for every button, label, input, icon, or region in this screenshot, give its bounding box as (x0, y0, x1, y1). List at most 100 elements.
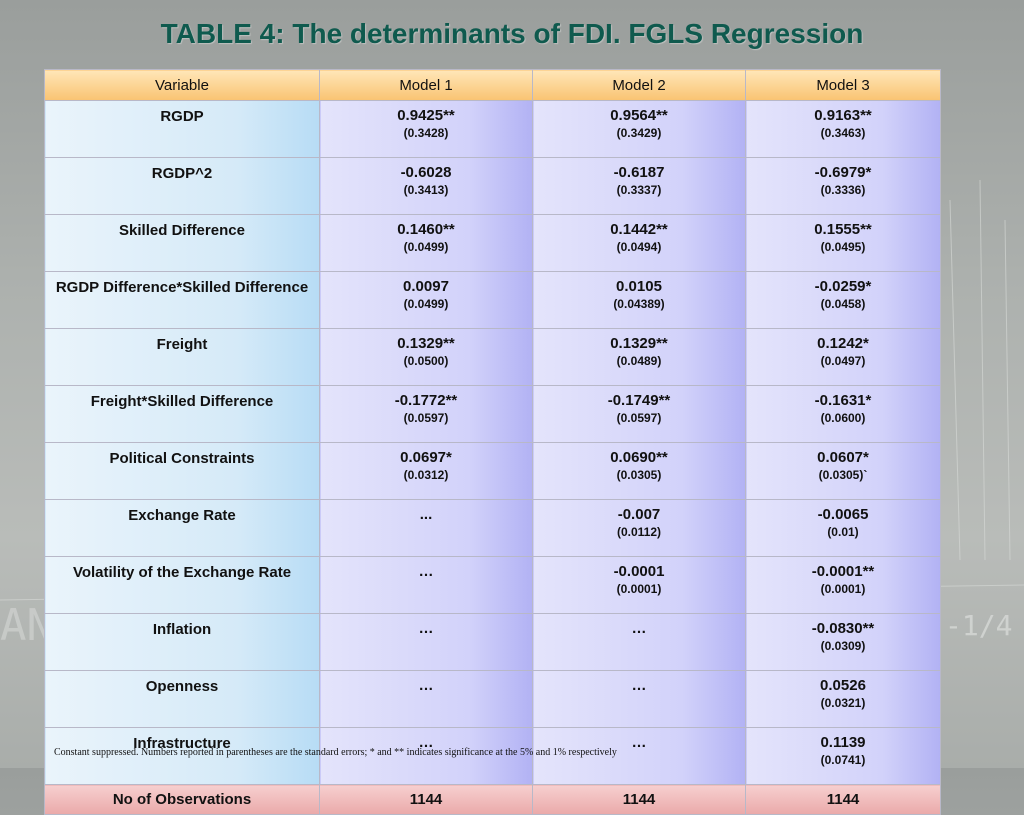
model-2-cell: 0.1442** (0.0494) (532, 214, 746, 272)
coefficient: -0.1772** (394, 392, 458, 409)
coefficient: -0.0001** (811, 563, 875, 580)
coefficient: 0.0697* (400, 449, 452, 466)
coefficient: -0.6979* (814, 164, 872, 181)
model-1-cell: 0.1329** (0.0500) (319, 328, 533, 386)
model-1-cell: … (319, 613, 533, 671)
regression-table: Variable Model 1 Model 2 Model 3 RGDP 0.9… (44, 69, 941, 815)
variable-name: Inflation (44, 613, 320, 671)
standard-error: (0.0001) (616, 582, 662, 596)
coefficient: 0.0526 (820, 677, 866, 694)
column-header-model-3: Model 3 (745, 69, 941, 101)
table-row: Political Constraints 0.0697* (0.0312) 0.06… (44, 442, 941, 500)
variable-name: Volatility of the Exchange Rate (44, 556, 320, 614)
model-1-cell: ... (319, 499, 533, 557)
variable-name: RGDP^2 (44, 157, 320, 215)
coefficient: … (631, 620, 647, 637)
variable-name: Freight (44, 328, 320, 386)
variable-name: Exchange Rate (44, 499, 320, 557)
standard-error: (0.3428) (403, 126, 449, 140)
coefficient: 0.0105 (616, 278, 662, 295)
observations-label: No of Observations (44, 784, 320, 815)
model-3-cell: 0.0607* (0.0305)` (745, 442, 941, 500)
model-3-cell: 0.9163** (0.3463) (745, 100, 941, 158)
coefficient: -0.6028 (400, 164, 452, 181)
model-3-cell: 0.0526 (0.0321) (745, 670, 941, 728)
model-2-cell: 0.0690** (0.0305) (532, 442, 746, 500)
standard-error: (0.0305)` (818, 468, 868, 482)
model-3-cell: -0.0001** (0.0001) (745, 556, 941, 614)
standard-error: (0.0741) (820, 753, 866, 767)
standard-error: (0.0597) (403, 411, 449, 425)
model-1-cell: -0.1772** (0.0597) (319, 385, 533, 443)
standard-error: (0.0312) (403, 468, 449, 482)
coefficient: 0.1329** (610, 335, 668, 352)
standard-error: (0.0305) (616, 468, 662, 482)
standard-error: (0.0001) (820, 582, 866, 596)
model-3-cell: 0.1139 (0.0741) (745, 727, 941, 785)
coefficient: … (418, 620, 434, 637)
coefficient: 0.9163** (814, 107, 872, 124)
standard-error: (0.0321) (820, 696, 866, 710)
observations-row: No of Observations 1144 1144 1144 (44, 784, 941, 815)
table-row: Openness … … 0.0526 (0.0321) (44, 670, 941, 728)
coefficient: … (631, 677, 647, 694)
coefficient: 0.1442** (610, 221, 668, 238)
coefficient: 0.9564** (610, 107, 668, 124)
standard-error: (0.04389) (613, 297, 665, 311)
variable-name: RGDP (44, 100, 320, 158)
coefficient: 0.0690** (610, 449, 668, 466)
model-3-cell: 0.1242* (0.0497) (745, 328, 941, 386)
variable-name: Freight*Skilled Difference (44, 385, 320, 443)
model-2-cell: -0.007 (0.0112) (532, 499, 746, 557)
model-3-cell: -0.6979* (0.3336) (745, 157, 941, 215)
coefficient: 0.1555** (814, 221, 872, 238)
model-2-cell: … (532, 613, 746, 671)
standard-error: (0.3337) (616, 183, 662, 197)
coefficient: 0.1460** (397, 221, 455, 238)
coefficient: -0.6187 (613, 164, 665, 181)
model-1-cell: 0.0697* (0.0312) (319, 442, 533, 500)
coefficient: … (631, 734, 647, 751)
standard-error: (0.3463) (820, 126, 866, 140)
coefficient: 0.1242* (817, 335, 869, 352)
standard-error: (0.0494) (616, 240, 662, 254)
column-header-model-2: Model 2 (532, 69, 746, 101)
coefficient: -0.0001 (613, 563, 665, 580)
model-2-cell: 0.0105 (0.04389) (532, 271, 746, 329)
standard-error: (0.0112) (616, 525, 662, 539)
standard-error: (0.0499) (403, 240, 449, 254)
observations-model-2: 1144 (532, 784, 746, 815)
table-header-row: Variable Model 1 Model 2 Model 3 (44, 69, 941, 101)
table-row: Inflation … … -0.0830** (0.0309) (44, 613, 941, 671)
table-row: RGDP^2 -0.6028 (0.3413) -0.6187 (0.3337) -0.6… (44, 157, 941, 215)
coefficient: 0.0607* (817, 449, 869, 466)
coefficient: ... (419, 506, 433, 523)
standard-error: (0.0497) (820, 354, 866, 368)
column-header-model-1: Model 1 (319, 69, 533, 101)
coefficient: -0.0259* (814, 278, 872, 295)
coefficient: -0.007 (617, 506, 661, 523)
coefficient: … (418, 563, 434, 580)
model-2-cell: 0.9564** (0.3429) (532, 100, 746, 158)
variable-name: Skilled Difference (44, 214, 320, 272)
model-1-cell: 0.1460** (0.0499) (319, 214, 533, 272)
model-3-cell: 0.1555** (0.0495) (745, 214, 941, 272)
model-2-cell: -0.6187 (0.3337) (532, 157, 746, 215)
coefficient: -0.1749** (607, 392, 671, 409)
coefficient: -0.0065 (817, 506, 869, 523)
standard-error: (0.3336) (820, 183, 866, 197)
coefficient: -0.1631* (814, 392, 872, 409)
coefficient: 0.0097 (403, 278, 449, 295)
coefficient: -0.0830** (811, 620, 875, 637)
model-3-cell: -0.1631* (0.0600) (745, 385, 941, 443)
table-footnote: Constant suppressed. Numbers reported in… (54, 747, 617, 758)
model-1-cell: 0.0097 (0.0499) (319, 271, 533, 329)
variable-name: RGDP Difference*Skilled Difference (44, 271, 320, 329)
coefficient: … (418, 677, 434, 694)
standard-error: (0.0500) (403, 354, 449, 368)
model-3-cell: -0.0830** (0.0309) (745, 613, 941, 671)
table-row: RGDP Difference*Skilled Difference 0.0097… (44, 271, 941, 329)
observations-model-1: 1144 (319, 784, 533, 815)
coefficient: 0.1139 (820, 734, 866, 751)
svg-text:-1/4: -1/4 (945, 609, 1012, 642)
